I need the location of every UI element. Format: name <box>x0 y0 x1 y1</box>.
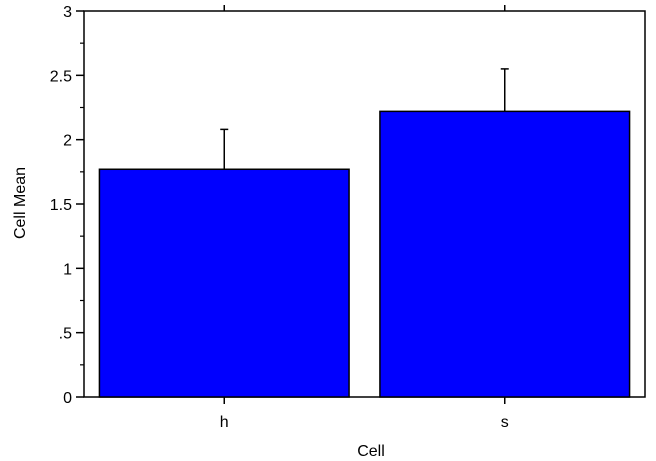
y-tick-label: 1 <box>63 261 72 278</box>
y-tick-label: 2 <box>63 133 72 150</box>
x-tick-label-h: h <box>220 414 229 431</box>
bar-h <box>98 168 350 398</box>
y-tick-label: 3 <box>63 4 72 21</box>
y-tick-label: 0 <box>63 390 72 407</box>
y-tick-label: .5 <box>59 326 72 343</box>
x-axis-title: Cell <box>357 443 385 460</box>
y-axis-title: Cell Mean <box>12 167 29 239</box>
y-tick-label: 2.5 <box>50 68 72 85</box>
x-tick-label-s: s <box>501 414 509 431</box>
plot-area: 0 .5 1 1.5 2 2.5 3 h s <box>50 4 646 431</box>
bar-s <box>379 110 631 398</box>
y-tick-label: 1.5 <box>50 197 72 214</box>
